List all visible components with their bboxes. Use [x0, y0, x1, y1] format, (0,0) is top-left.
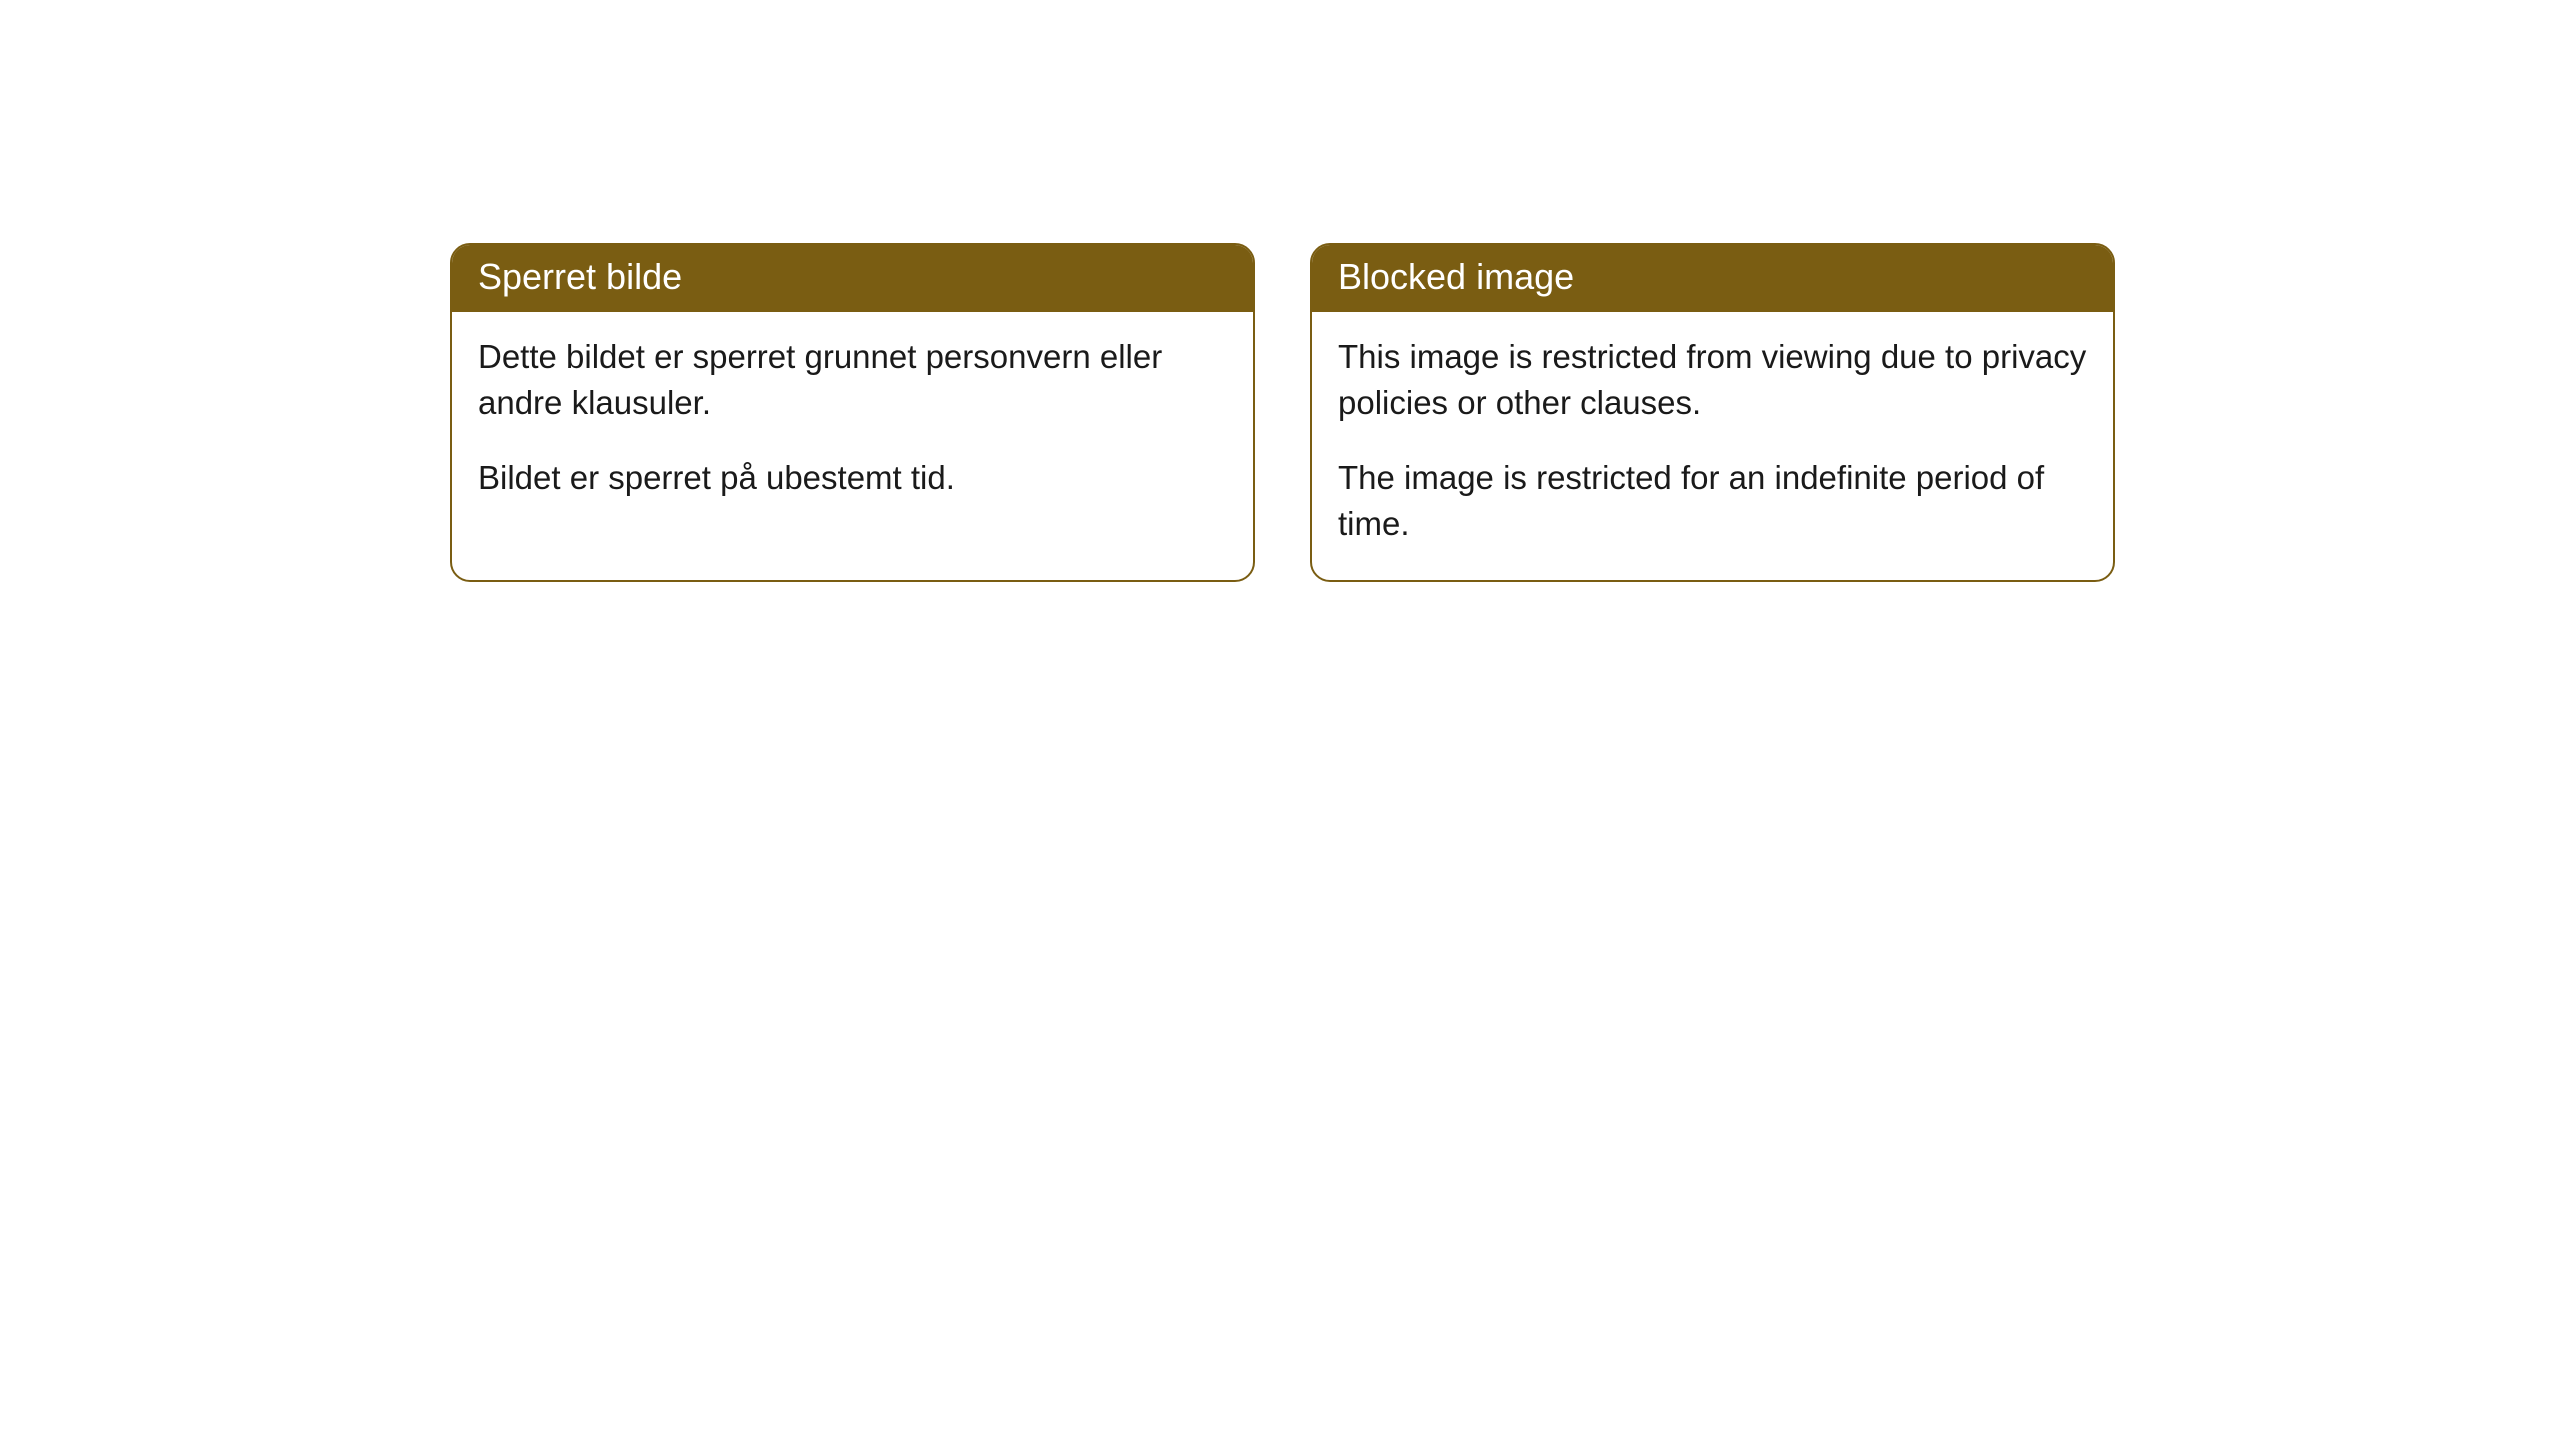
- card-paragraph: The image is restricted for an indefinit…: [1338, 455, 2087, 546]
- card-body-norwegian: Dette bildet er sperret grunnet personve…: [452, 312, 1253, 535]
- card-body-english: This image is restricted from viewing du…: [1312, 312, 2113, 580]
- card-paragraph: Dette bildet er sperret grunnet personve…: [478, 334, 1227, 425]
- card-paragraph: Bildet er sperret på ubestemt tid.: [478, 455, 1227, 501]
- card-header-english: Blocked image: [1312, 245, 2113, 312]
- card-title: Sperret bilde: [478, 256, 682, 297]
- card-header-norwegian: Sperret bilde: [452, 245, 1253, 312]
- card-paragraph: This image is restricted from viewing du…: [1338, 334, 2087, 425]
- notice-card-norwegian: Sperret bilde Dette bildet er sperret gr…: [450, 243, 1255, 582]
- notice-card-english: Blocked image This image is restricted f…: [1310, 243, 2115, 582]
- notice-cards-container: Sperret bilde Dette bildet er sperret gr…: [450, 243, 2115, 582]
- card-title: Blocked image: [1338, 256, 1574, 297]
